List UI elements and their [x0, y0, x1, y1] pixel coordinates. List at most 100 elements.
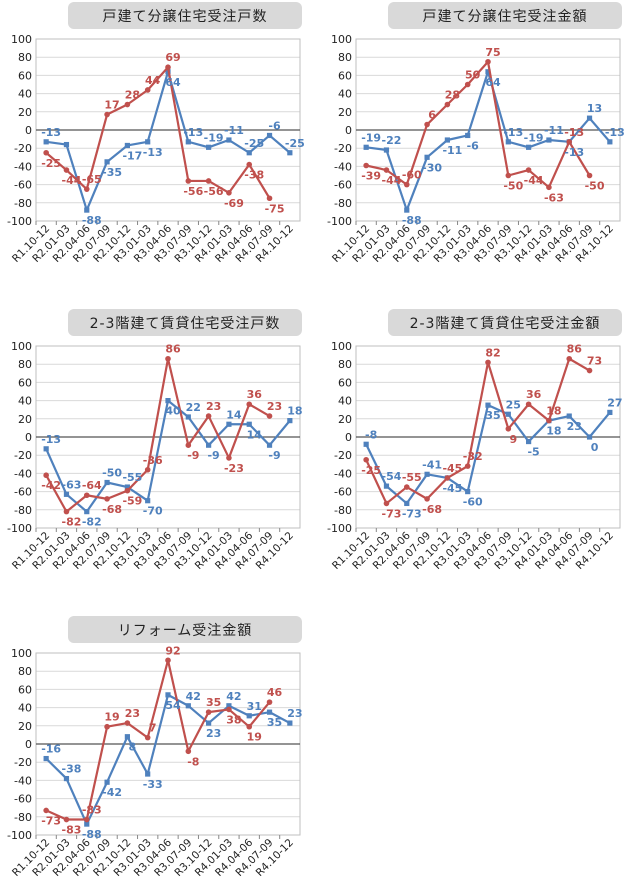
data-label-blue: 22 — [186, 401, 201, 414]
data-label-blue: -33 — [143, 778, 163, 791]
data-label-red: -75 — [265, 202, 285, 215]
data-point-blue — [246, 713, 252, 719]
series-line-red — [45, 66, 271, 199]
data-point-blue — [43, 446, 49, 452]
y-tick-label: 80 — [18, 358, 32, 371]
data-point-blue — [185, 703, 191, 709]
y-tick-label: -60 — [334, 486, 352, 499]
y-tick-label: -40 — [14, 467, 32, 480]
data-point-red — [104, 723, 110, 730]
data-label-blue: -11 — [544, 124, 564, 137]
data-point-red — [124, 101, 131, 108]
data-label-red: -68 — [422, 503, 442, 516]
data-point-blue — [266, 709, 273, 715]
data-point-blue — [424, 154, 430, 160]
data-label-red: 6 — [428, 109, 436, 122]
y-tick-label: 0 — [345, 124, 352, 137]
data-point-red — [205, 413, 212, 419]
data-point-blue — [43, 755, 49, 762]
data-label-red: 35 — [206, 696, 221, 709]
data-label-blue: 23 — [287, 707, 302, 720]
data-point-red — [485, 359, 491, 366]
data-point-red — [43, 472, 49, 479]
y-tick-label: -100 — [7, 215, 32, 228]
data-label-blue: -82 — [82, 516, 102, 529]
data-label-red: 86 — [165, 343, 181, 356]
data-point-red — [43, 149, 49, 156]
data-label-red: -83 — [82, 804, 102, 817]
y-tick-label: 20 — [18, 106, 32, 119]
y-tick-label: 0 — [25, 738, 32, 751]
data-point-blue — [444, 137, 450, 143]
series-line-red — [365, 357, 591, 505]
data-label-red: -23 — [224, 462, 244, 475]
data-point-blue — [287, 418, 293, 424]
line-chart: 100806040200-20-40-60-80-100R1.10-12R2.0… — [327, 33, 625, 265]
data-label-red: -68 — [102, 503, 122, 516]
data-label-red: 9 — [509, 433, 517, 446]
data-label-red: 92 — [165, 644, 180, 657]
y-tick-label: -40 — [14, 160, 32, 173]
data-point-blue — [84, 821, 90, 827]
data-point-red — [444, 475, 451, 481]
data-point-red — [124, 720, 131, 726]
y-tick-label: 100 — [331, 33, 352, 46]
data-point-red — [566, 139, 573, 145]
data-point-blue — [586, 434, 593, 440]
data-label-red: 44 — [145, 74, 161, 87]
data-point-red — [246, 161, 253, 168]
data-point-blue — [546, 137, 552, 143]
data-label-red: 86 — [567, 343, 583, 356]
data-label-blue: -30 — [422, 161, 442, 174]
y-tick-label: -60 — [334, 179, 352, 192]
data-label-red: -8 — [187, 755, 199, 768]
y-tick-label: -100 — [327, 522, 352, 535]
data-point-red — [424, 121, 430, 128]
data-point-red — [165, 64, 171, 71]
data-point-red — [83, 816, 90, 823]
data-point-blue — [124, 142, 130, 149]
data-label-blue: -6 — [467, 139, 480, 152]
data-point-red — [546, 184, 552, 191]
data-label-blue: 64 — [165, 76, 181, 89]
data-point-blue — [165, 398, 171, 404]
data-point-red — [505, 426, 512, 432]
data-label-blue: -13 — [183, 126, 203, 139]
data-label-red: 28 — [445, 89, 460, 102]
data-label-red: -69 — [224, 197, 244, 210]
data-label-blue: 35 — [267, 716, 282, 729]
chart-title: 2-3階建て賃貸住宅受注金額 — [388, 309, 622, 336]
data-point-blue — [226, 137, 232, 143]
data-point-blue — [505, 139, 511, 145]
y-tick-label: 0 — [25, 431, 32, 444]
line-chart: 100806040200-20-40-60-80-100R1.10-12R2.0… — [7, 33, 305, 265]
y-tick-label: -100 — [7, 829, 32, 842]
line-chart: 100806040200-20-40-60-80-100R1.10-12R2.0… — [327, 340, 622, 572]
data-point-blue — [266, 132, 273, 139]
data-label-red: -55 — [402, 471, 422, 484]
data-label-blue: -88 — [82, 828, 102, 841]
data-point-red — [246, 401, 253, 408]
data-label-red: 23 — [206, 400, 221, 413]
y-tick-label: 80 — [338, 358, 352, 371]
y-tick-label: 40 — [338, 88, 352, 101]
y-tick-label: -80 — [334, 197, 352, 210]
data-point-blue — [145, 139, 151, 145]
data-label-blue: -45 — [442, 482, 462, 495]
data-label-blue: 42 — [186, 690, 201, 703]
data-label-red: -36 — [143, 454, 163, 467]
data-label-blue: 35 — [485, 409, 500, 422]
data-point-blue — [63, 491, 70, 497]
data-label-blue: 23 — [206, 727, 221, 740]
data-label-red: -38 — [244, 169, 264, 182]
data-label-blue: 40 — [165, 405, 181, 418]
data-point-blue — [43, 139, 49, 145]
data-label-red: -82 — [62, 516, 82, 529]
line-chart: 100806040200-20-40-60-80-100R1.10-12R2.0… — [7, 340, 302, 572]
data-label-blue: -17 — [122, 149, 142, 162]
data-label-red: -32 — [463, 450, 483, 463]
data-label-blue: 18 — [546, 425, 561, 438]
data-point-red — [124, 487, 131, 494]
y-tick-label: -20 — [14, 449, 32, 462]
data-label-red: 46 — [267, 686, 283, 699]
